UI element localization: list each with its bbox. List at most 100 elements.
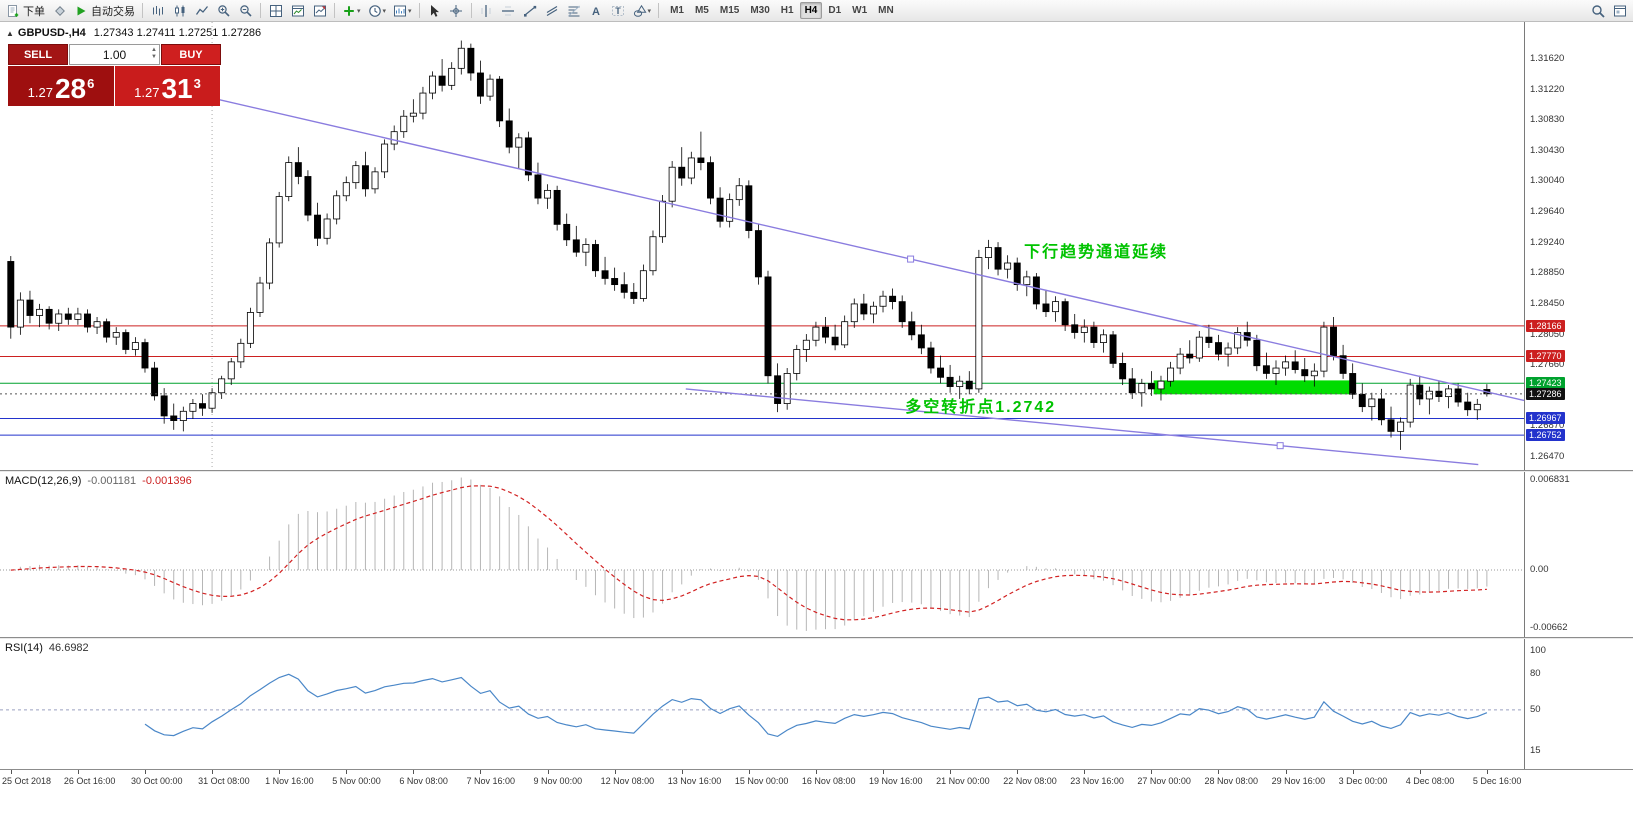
chart-shift-button[interactable] bbox=[309, 1, 330, 21]
zoom-out-icon bbox=[239, 4, 253, 18]
timeframe-h1[interactable]: H1 bbox=[776, 2, 799, 19]
time-axis[interactable]: 25 Oct 201826 Oct 16:0030 Oct 00:0031 Oc… bbox=[0, 769, 1633, 818]
toolbar-separator bbox=[419, 3, 420, 18]
timeframe-d1[interactable]: D1 bbox=[823, 2, 846, 19]
timeframe-m1[interactable]: M1 bbox=[665, 2, 689, 19]
macd-value-main: -0.001181 bbox=[87, 475, 136, 487]
toolbar-separator bbox=[471, 3, 472, 18]
time-tick bbox=[11, 770, 12, 774]
price-axis-label: 1.29640 bbox=[1530, 206, 1564, 218]
bar-chart-button[interactable] bbox=[147, 1, 168, 21]
candlestick-chart-button[interactable] bbox=[169, 1, 190, 21]
auto-scroll-button[interactable] bbox=[287, 1, 308, 21]
price-axis[interactable]: 1.316201.312201.308301.304301.300401.296… bbox=[1524, 22, 1633, 769]
search-button[interactable] bbox=[1587, 1, 1608, 21]
time-tick bbox=[1084, 770, 1085, 774]
timeframe-m15[interactable]: M15 bbox=[715, 2, 744, 19]
time-axis-label: 19 Nov 16:00 bbox=[869, 776, 923, 786]
equidistant-channel-icon bbox=[545, 4, 559, 18]
time-axis-label: 4 Dec 08:00 bbox=[1406, 776, 1455, 786]
timeframe-mn[interactable]: MN bbox=[873, 2, 899, 19]
search-icon bbox=[1591, 4, 1605, 18]
time-axis-label: 7 Nov 16:00 bbox=[466, 776, 515, 786]
buy-price-button[interactable]: 1.27313 bbox=[114, 66, 220, 106]
price-axis-label: 1.30430 bbox=[1530, 145, 1564, 157]
time-tick bbox=[682, 770, 683, 774]
price-chart-area[interactable]: ▲GBPUSD-,H41.27343 1.27411 1.27251 1.272… bbox=[0, 22, 1524, 470]
text-label-icon: T bbox=[611, 4, 625, 18]
collapse-panel-icon[interactable]: ▲ bbox=[6, 29, 14, 38]
timeframe-m30[interactable]: M30 bbox=[745, 2, 774, 19]
sell-button[interactable]: SELL bbox=[8, 44, 68, 65]
sell-price-pipette: 6 bbox=[87, 77, 94, 90]
current-price-tag: 1.27286 bbox=[1526, 388, 1565, 400]
mt4-window: { "colors": { "sell-red": "#a31515", "bu… bbox=[0, 0, 1633, 818]
lot-size-input[interactable]: 1.00 ▲▼ bbox=[69, 44, 160, 65]
time-axis-label: 3 Dec 00:00 bbox=[1339, 776, 1388, 786]
crosshair-button[interactable] bbox=[446, 1, 467, 21]
macd-canvas[interactable] bbox=[0, 472, 1524, 637]
buy-price-pipette: 3 bbox=[194, 77, 201, 90]
channel-button[interactable] bbox=[542, 1, 563, 21]
sell-price-button[interactable]: 1.27286 bbox=[8, 66, 114, 106]
add-indicator-icon bbox=[342, 4, 356, 18]
timeframe-w1[interactable]: W1 bbox=[847, 2, 872, 19]
metaquotes-button[interactable] bbox=[49, 1, 70, 21]
buy-button[interactable]: BUY bbox=[161, 44, 221, 65]
lot-spinner-icon[interactable]: ▲ ▼ bbox=[151, 47, 157, 61]
horizontal-line-button[interactable] bbox=[498, 1, 519, 21]
dropdown-caret-icon: ▾ bbox=[408, 7, 412, 15]
toolbar-separator bbox=[260, 3, 261, 18]
time-axis-label: 6 Nov 08:00 bbox=[399, 776, 448, 786]
rsi-panel[interactable] bbox=[0, 639, 1524, 769]
vertical-line-button[interactable] bbox=[476, 1, 497, 21]
indicator-axis-label: 50 bbox=[1530, 704, 1541, 716]
fibonacci-button[interactable] bbox=[564, 1, 585, 21]
time-axis-label: 22 Nov 08:00 bbox=[1003, 776, 1057, 786]
rsi-canvas[interactable] bbox=[0, 639, 1524, 769]
templates-button[interactable]: ▾ bbox=[390, 1, 415, 21]
macd-label: MACD(12,26,9)-0.001181-0.001396 bbox=[5, 475, 192, 487]
crosshair-icon bbox=[449, 4, 463, 18]
timeframe-h4[interactable]: H4 bbox=[800, 2, 823, 19]
price-chart-canvas[interactable] bbox=[0, 22, 1524, 470]
macd-panel[interactable] bbox=[0, 472, 1524, 637]
time-tick bbox=[1487, 770, 1488, 774]
new-window-button[interactable] bbox=[1609, 1, 1630, 21]
macd-value-signal: -0.001396 bbox=[142, 475, 192, 487]
cursor-button[interactable] bbox=[424, 1, 445, 21]
indicator-axis-label: 0.00 bbox=[1530, 564, 1549, 576]
chart-annotation: 多空转折点1.2742 bbox=[905, 393, 1056, 417]
text-tool-button[interactable]: A bbox=[586, 1, 607, 21]
toolbar-separator bbox=[658, 3, 659, 18]
price-axis-label: 1.29240 bbox=[1530, 237, 1564, 249]
time-tick bbox=[883, 770, 884, 774]
shapes-button[interactable]: ▾ bbox=[630, 1, 655, 21]
new-order-button[interactable]: 下单 bbox=[3, 1, 48, 21]
text-label-button[interactable]: T bbox=[608, 1, 629, 21]
zoom-in-icon bbox=[217, 4, 231, 18]
time-tick bbox=[1017, 770, 1018, 774]
timeframe-m5[interactable]: M5 bbox=[690, 2, 714, 19]
time-tick bbox=[1353, 770, 1354, 774]
indicators-button[interactable]: ▾ bbox=[339, 1, 364, 21]
tile-windows-button[interactable] bbox=[265, 1, 286, 21]
autotrading-button[interactable]: 自动交易 bbox=[71, 1, 138, 21]
panel-separator[interactable] bbox=[0, 470, 1633, 472]
trendline-button[interactable] bbox=[520, 1, 541, 21]
time-tick bbox=[950, 770, 951, 774]
time-tick bbox=[1151, 770, 1152, 774]
candlestick-chart-icon bbox=[173, 4, 187, 18]
svg-text:A: A bbox=[592, 6, 600, 18]
new-window-icon bbox=[1613, 4, 1627, 18]
vertical-line-icon bbox=[479, 4, 493, 18]
timeframes-button[interactable]: ▾ bbox=[365, 1, 390, 21]
panel-separator[interactable] bbox=[0, 637, 1633, 639]
time-axis-label: 28 Nov 08:00 bbox=[1204, 776, 1258, 786]
metaquotes-diamond-icon bbox=[53, 4, 67, 18]
zoom-in-button[interactable] bbox=[213, 1, 234, 21]
time-axis-label: 29 Nov 16:00 bbox=[1272, 776, 1326, 786]
line-chart-button[interactable] bbox=[191, 1, 212, 21]
fibonacci-icon bbox=[567, 4, 581, 18]
zoom-out-button[interactable] bbox=[235, 1, 256, 21]
